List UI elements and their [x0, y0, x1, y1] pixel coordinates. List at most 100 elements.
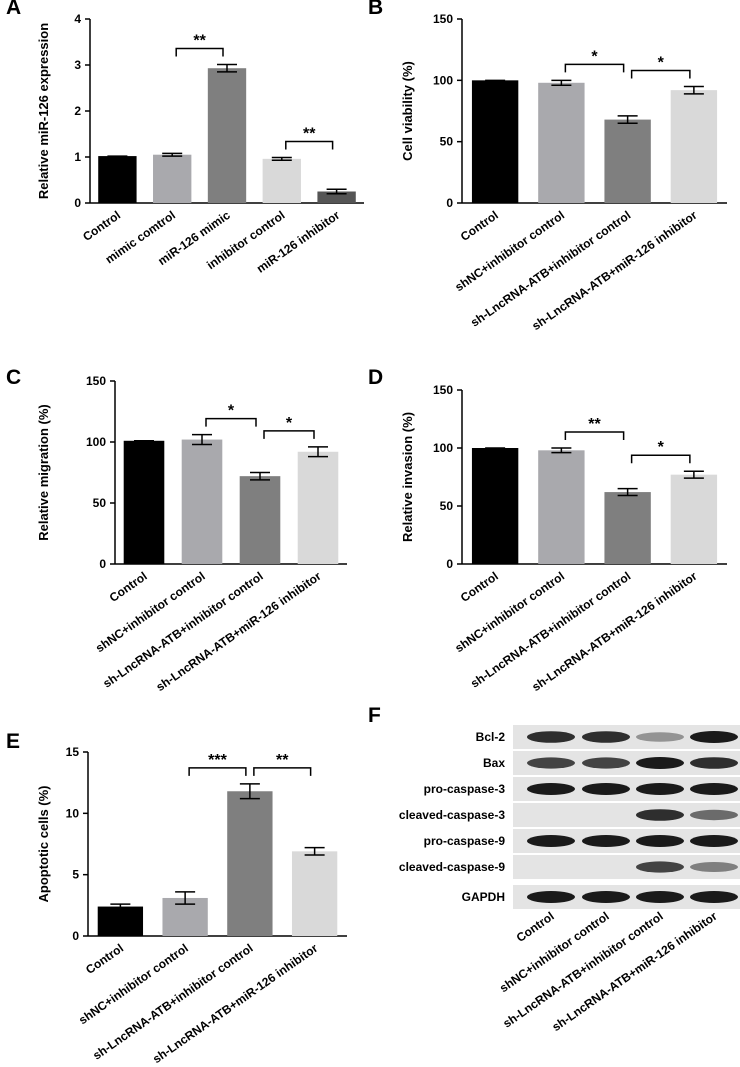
y-tick-label: 5 — [72, 868, 79, 882]
y-tick-label: 0 — [446, 557, 453, 571]
y-axis-label: Cell viability (%) — [400, 61, 415, 161]
bar — [239, 476, 281, 564]
panel-label: A — [6, 0, 21, 19]
y-tick-label: 15 — [66, 745, 80, 759]
bar — [207, 68, 247, 203]
blot-band — [527, 731, 575, 743]
y-tick-label: 50 — [440, 135, 454, 149]
bar — [123, 440, 165, 564]
x-tick-label: Control — [83, 941, 126, 977]
bar — [153, 154, 192, 203]
error-bar — [617, 115, 638, 125]
y-tick-label: 3 — [74, 58, 81, 72]
significance-bracket — [205, 417, 257, 427]
significance-bracket — [263, 430, 315, 439]
error-bar — [683, 470, 704, 479]
blot-row-label: GAPDH — [462, 890, 505, 904]
significance-label: * — [286, 415, 293, 432]
error-bar — [192, 433, 212, 446]
blot-band — [636, 835, 684, 847]
bar — [670, 90, 718, 203]
significance-bracket — [564, 63, 625, 73]
blot-band — [582, 835, 630, 847]
blot-band — [527, 783, 575, 795]
blot-band — [582, 731, 630, 743]
x-tick-label: Control — [458, 569, 501, 605]
blot-band — [636, 757, 684, 769]
error-bar — [683, 85, 704, 95]
significance-label: ** — [276, 752, 289, 769]
bar — [181, 439, 223, 564]
blot-band — [690, 783, 738, 795]
blot-band — [636, 732, 684, 742]
significance-bracket — [188, 767, 247, 776]
blot-row-label: cleaved-caspase-9 — [399, 860, 505, 874]
blot-band — [690, 891, 738, 903]
bar — [604, 119, 651, 203]
bar — [291, 851, 338, 936]
bar — [471, 448, 519, 564]
panel-label: F — [368, 704, 381, 727]
bar — [262, 158, 301, 203]
error-bar — [326, 188, 347, 195]
blot-band — [690, 835, 738, 847]
blot-band — [636, 809, 684, 821]
y-tick-label: 100 — [86, 435, 106, 449]
bar — [98, 156, 137, 203]
blot-band — [527, 757, 575, 769]
blot-row-label: Bcl-2 — [476, 730, 506, 744]
y-tick-label: 0 — [74, 196, 81, 210]
error-bar — [175, 891, 196, 905]
blot-band — [527, 891, 575, 903]
y-axis-label: Relative miR-126 expression — [36, 23, 51, 199]
error-bar — [551, 79, 572, 86]
blot-band — [636, 891, 684, 903]
y-axis-label: Relative invasion (%) — [400, 412, 415, 542]
y-tick-label: 50 — [440, 499, 454, 513]
blot-band — [690, 809, 738, 821]
significance-label: ** — [303, 125, 316, 142]
blot-row-label: pro-caspase-9 — [424, 834, 506, 848]
bar — [471, 80, 519, 203]
blot-column-label: Control — [514, 909, 557, 945]
x-tick-label: Control — [80, 208, 123, 244]
blot-band — [636, 783, 684, 795]
significance-label: * — [658, 439, 665, 456]
significance-label: *** — [208, 752, 227, 769]
y-tick-label: 4 — [74, 12, 81, 26]
y-tick-label: 0 — [99, 557, 106, 571]
x-tick-label: shNC+inhibitor control — [452, 208, 567, 294]
significance-bracket — [175, 47, 224, 57]
error-bar — [217, 63, 237, 73]
blot-band — [527, 835, 575, 847]
panel-label: D — [368, 366, 383, 389]
blot-band — [582, 891, 630, 903]
y-tick-label: 2 — [74, 104, 81, 118]
y-tick-label: 150 — [433, 383, 453, 397]
significance-label: * — [228, 403, 235, 420]
bar — [97, 906, 144, 936]
y-tick-label: 100 — [433, 73, 453, 87]
bar — [670, 474, 718, 564]
panel-label: E — [6, 730, 20, 753]
y-tick-label: 150 — [433, 12, 453, 26]
significance-label: * — [658, 54, 665, 71]
error-bar — [162, 152, 183, 157]
error-bar — [617, 487, 638, 497]
panel-label: C — [6, 366, 21, 389]
error-bar — [308, 446, 328, 458]
y-axis-label: Apoptotic cells (%) — [36, 785, 51, 902]
significance-bracket — [630, 454, 691, 464]
x-tick-label: shNC+inhibitor control — [452, 569, 567, 655]
blot-row-label: cleaved-caspase-3 — [399, 808, 505, 822]
y-tick-label: 0 — [72, 929, 79, 943]
bar — [604, 492, 651, 564]
blot-band — [690, 862, 738, 872]
significance-label: ** — [193, 33, 206, 50]
y-tick-label: 150 — [86, 374, 106, 388]
blot-row-label: Bax — [483, 756, 505, 770]
y-axis-label: Relative migration (%) — [36, 404, 51, 541]
error-bar — [551, 447, 572, 454]
error-bar — [304, 846, 325, 856]
